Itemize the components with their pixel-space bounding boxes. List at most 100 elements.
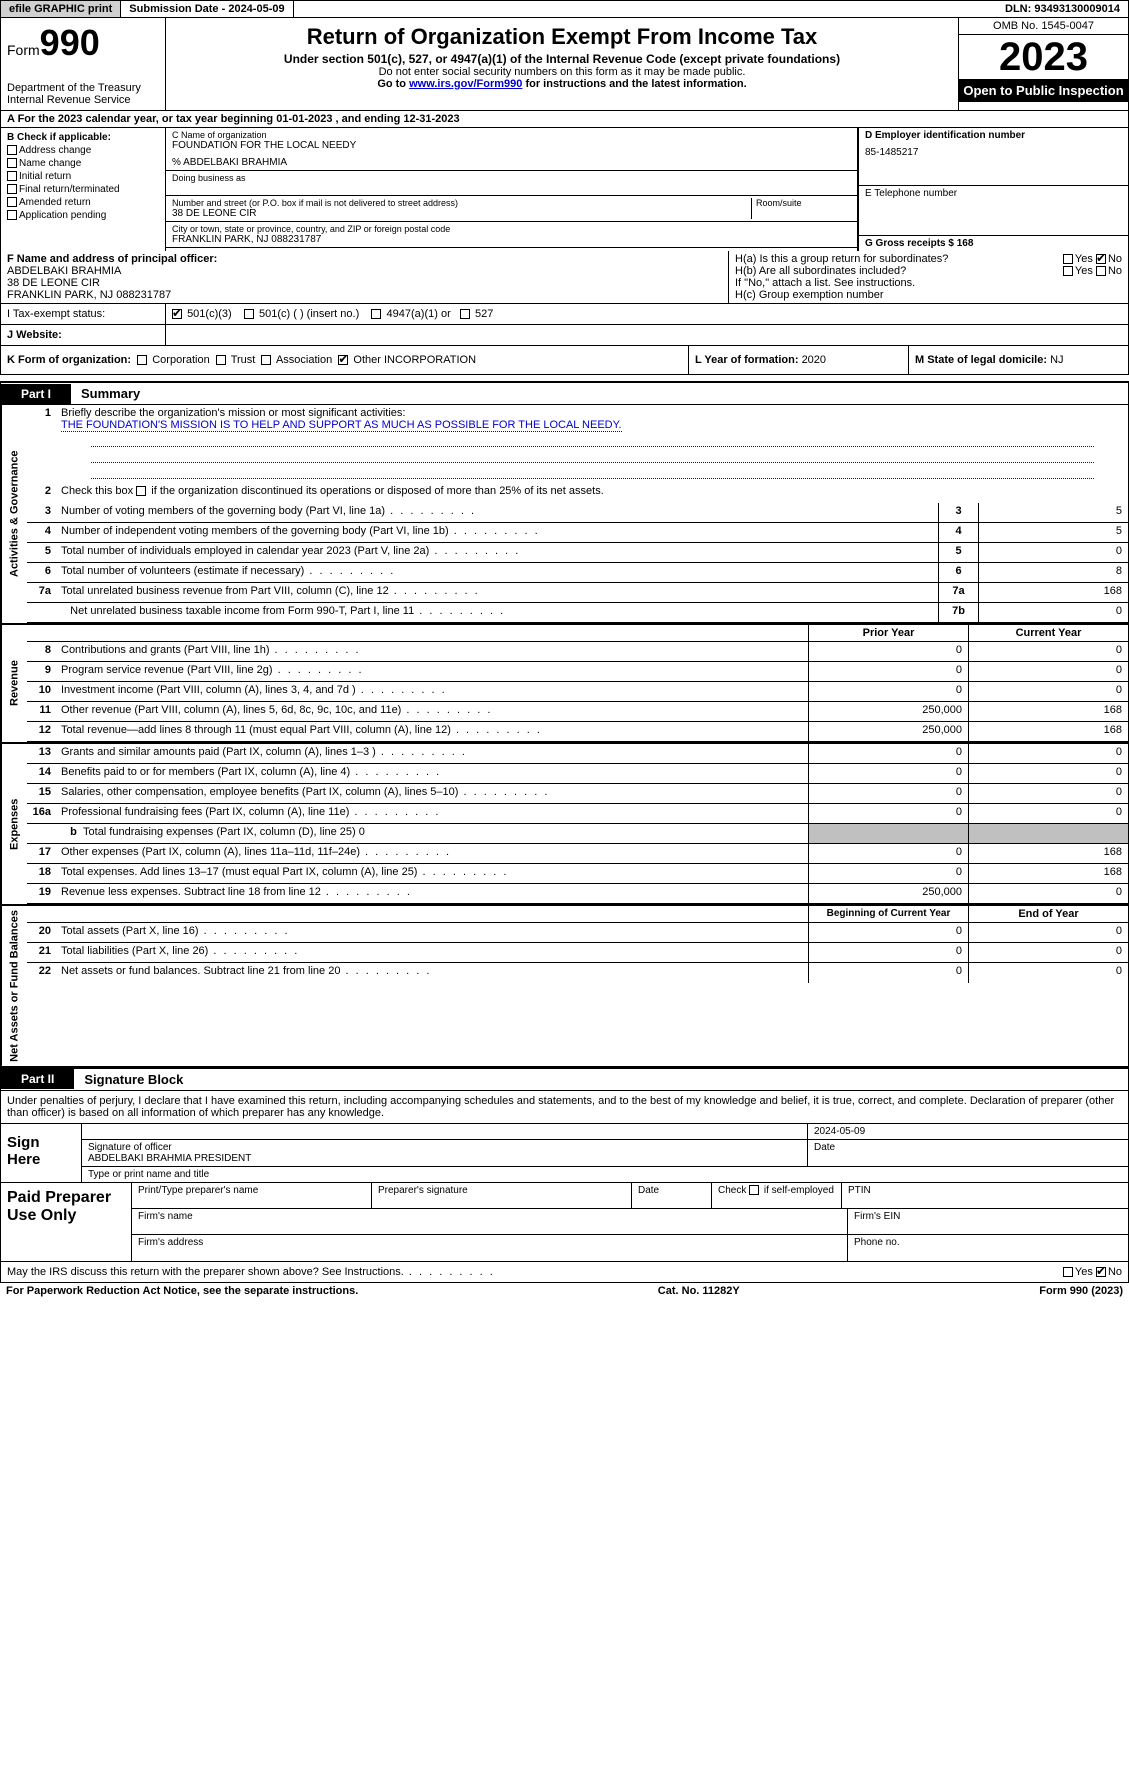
- m-state-domicile: M State of legal domicile: NJ: [908, 346, 1128, 374]
- chk-discuss-yes[interactable]: [1063, 1267, 1073, 1277]
- chk-amended-return[interactable]: [7, 197, 17, 207]
- cat-number: Cat. No. 11282Y: [358, 1285, 1039, 1297]
- summary-line-22: 22Net assets or fund balances. Subtract …: [27, 963, 1128, 983]
- goto-pre: Go to: [377, 78, 409, 90]
- vlabel-net-assets: Net Assets or Fund Balances: [1, 906, 27, 1066]
- part1-tab: Part I: [1, 384, 71, 404]
- form-footer: Form 990 (2023): [1039, 1285, 1123, 1297]
- efile-print-button[interactable]: efile GRAPHIC print: [1, 1, 121, 17]
- submission-date: Submission Date - 2024-05-09: [121, 1, 293, 17]
- ptin-label: PTIN: [842, 1183, 1128, 1208]
- ein-label: D Employer identification number: [865, 130, 1122, 141]
- header-title-block: Return of Organization Exempt From Incom…: [166, 18, 958, 110]
- chk-address-change[interactable]: [7, 145, 17, 155]
- chk-ha-yes[interactable]: [1063, 254, 1073, 264]
- chk-application-pending[interactable]: [7, 210, 17, 220]
- line1-label: Briefly describe the organization's miss…: [61, 407, 405, 419]
- part2-header: Part II Signature Block: [0, 1067, 1129, 1091]
- gross-receipts-label: G Gross receipts $: [865, 238, 957, 249]
- chk-501c3[interactable]: [172, 309, 182, 319]
- summary-line-3: 3Number of voting members of the governi…: [27, 503, 1128, 523]
- firm-ein-label: Firm's EIN: [848, 1209, 1128, 1234]
- summary-line-10: 10Investment income (Part VIII, column (…: [27, 682, 1128, 702]
- chk-final-return[interactable]: [7, 184, 17, 194]
- governance-section: Activities & Governance 1 Briefly descri…: [0, 405, 1129, 623]
- type-name-label: Type or print name and title: [82, 1167, 1128, 1182]
- chk-527[interactable]: [460, 309, 470, 319]
- org-name: FOUNDATION FOR THE LOCAL NEEDY: [172, 140, 851, 151]
- row-j-website: J Website:: [0, 325, 1129, 346]
- summary-line-4: 4Number of independent voting members of…: [27, 523, 1128, 543]
- street-address: 38 DE LEONE CIR: [172, 208, 751, 219]
- chk-corp[interactable]: [137, 355, 147, 365]
- irs-link[interactable]: www.irs.gov/Form990: [409, 78, 522, 90]
- sign-here-label: Sign Here: [1, 1124, 81, 1182]
- summary-line-16a: 16aProfessional fundraising fees (Part I…: [27, 804, 1128, 824]
- vlabel-revenue: Revenue: [1, 625, 27, 742]
- sign-date: 2024-05-09: [808, 1124, 1128, 1139]
- summary-line-8: 8Contributions and grants (Part VIII, li…: [27, 642, 1128, 662]
- chk-discontinued[interactable]: [136, 486, 146, 496]
- summary-line-7a: 7aTotal unrelated business revenue from …: [27, 583, 1128, 603]
- part2-title: Signature Block: [74, 1069, 193, 1090]
- summary-line-7b: Net unrelated business taxable income fr…: [27, 603, 1128, 623]
- mission-text: THE FOUNDATION'S MISSION IS TO HELP AND …: [61, 419, 622, 432]
- summary-line-12: 12Total revenue—add lines 8 through 11 (…: [27, 722, 1128, 742]
- chk-hb-yes[interactable]: [1063, 266, 1073, 276]
- hdr-prior-year: Prior Year: [808, 625, 968, 641]
- hdr-beginning-year: Beginning of Current Year: [808, 906, 968, 922]
- hb-note: If "No," attach a list. See instructions…: [735, 277, 1122, 289]
- goto-post: for instructions and the latest informat…: [522, 78, 746, 90]
- form-number: 990: [40, 22, 100, 63]
- chk-4947[interactable]: [371, 309, 381, 319]
- row-i-tax-status: I Tax-exempt status: 501(c)(3) 501(c) ( …: [0, 304, 1129, 325]
- sig-officer-label: Signature of officer: [88, 1142, 801, 1153]
- form-title: Return of Organization Exempt From Incom…: [172, 24, 952, 50]
- tax-year: 2023: [959, 35, 1128, 79]
- chk-assoc[interactable]: [261, 355, 271, 365]
- row-a-tax-year: A For the 2023 calendar year, or tax yea…: [0, 111, 1129, 128]
- chk-501c[interactable]: [244, 309, 254, 319]
- summary-line-19: 19Revenue less expenses. Subtract line 1…: [27, 884, 1128, 904]
- line2-text: Check this box if the organization disco…: [57, 483, 1128, 503]
- telephone-label: E Telephone number: [865, 188, 1122, 199]
- self-employed: Check if self-employed: [712, 1183, 842, 1208]
- room-label: Room/suite: [756, 198, 851, 208]
- col-b-checkboxes: B Check if applicable: Address change Na…: [1, 128, 166, 251]
- chk-self-employed[interactable]: [749, 1185, 759, 1195]
- chk-initial-return[interactable]: [7, 171, 17, 181]
- summary-line-6: 6Total number of volunteers (estimate if…: [27, 563, 1128, 583]
- care-of: % ABDELBAKI BRAHMIA: [172, 157, 851, 168]
- group-return-block: H(a) Is this a group return for subordin…: [728, 251, 1128, 303]
- chk-name-change[interactable]: [7, 158, 17, 168]
- date-label: Date: [808, 1140, 1128, 1166]
- paid-preparer-label: Paid Preparer Use Only: [1, 1183, 131, 1261]
- chk-other[interactable]: [338, 355, 348, 365]
- chk-trust[interactable]: [216, 355, 226, 365]
- chk-discuss-no[interactable]: [1096, 1267, 1106, 1277]
- open-to-public: Open to Public Inspection: [959, 79, 1128, 102]
- paid-preparer-block: Paid Preparer Use Only Print/Type prepar…: [0, 1183, 1129, 1262]
- chk-ha-no[interactable]: [1096, 254, 1106, 264]
- firm-name-label: Firm's name: [132, 1209, 848, 1234]
- prep-name-label: Print/Type preparer's name: [132, 1183, 372, 1208]
- revenue-section: Revenue Prior Year Current Year 8Contrib…: [0, 623, 1129, 742]
- chk-hb-no[interactable]: [1096, 266, 1106, 276]
- hc-label: H(c) Group exemption number: [735, 289, 1122, 301]
- col-d-ein: D Employer identification number 85-1485…: [858, 128, 1128, 251]
- dept-treasury: Department of the Treasury Internal Reve…: [7, 82, 159, 106]
- hdr-end-year: End of Year: [968, 906, 1128, 922]
- gross-receipts-value: 168: [957, 238, 974, 249]
- street-label: Number and street (or P.O. box if mail i…: [172, 198, 751, 208]
- row-fh: F Name and address of principal officer:…: [0, 251, 1129, 304]
- vlabel-expenses: Expenses: [1, 744, 27, 904]
- net-assets-section: Net Assets or Fund Balances Beginning of…: [0, 904, 1129, 1067]
- omb-number: OMB No. 1545-0047: [959, 18, 1128, 35]
- dln: DLN: 93493130009014: [997, 1, 1128, 17]
- sign-here-block: Sign Here 2024-05-09 Signature of office…: [0, 1123, 1129, 1183]
- discuss-row: May the IRS discuss this return with the…: [0, 1262, 1129, 1283]
- vlabel-governance: Activities & Governance: [1, 405, 27, 623]
- phone-label: Phone no.: [848, 1235, 1128, 1261]
- k-form-of-org: K Form of organization: Corporation Trus…: [1, 346, 688, 374]
- hb-label: H(b) Are all subordinates included?: [735, 265, 1063, 277]
